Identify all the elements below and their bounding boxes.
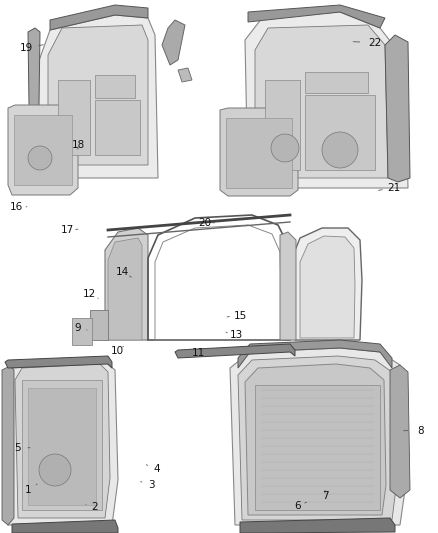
Polygon shape	[245, 12, 408, 188]
Polygon shape	[72, 318, 92, 345]
Text: 5: 5	[14, 443, 21, 453]
Text: 7: 7	[321, 491, 328, 500]
Polygon shape	[22, 380, 102, 510]
Polygon shape	[28, 28, 40, 178]
Text: 9: 9	[74, 324, 81, 333]
Polygon shape	[95, 100, 140, 155]
Circle shape	[28, 146, 52, 170]
Polygon shape	[255, 385, 380, 510]
Polygon shape	[2, 366, 14, 525]
Polygon shape	[178, 68, 192, 82]
Polygon shape	[105, 228, 148, 340]
Text: 1: 1	[25, 486, 32, 495]
Polygon shape	[15, 364, 110, 518]
Polygon shape	[162, 20, 185, 65]
Polygon shape	[175, 344, 295, 358]
Text: 19: 19	[20, 43, 33, 53]
Polygon shape	[108, 238, 142, 340]
Polygon shape	[58, 80, 90, 155]
Text: 3: 3	[148, 480, 155, 490]
Polygon shape	[390, 365, 410, 498]
Polygon shape	[14, 115, 72, 185]
Polygon shape	[32, 15, 158, 178]
Circle shape	[322, 132, 358, 168]
Text: 4: 4	[153, 464, 160, 474]
Polygon shape	[245, 364, 386, 515]
Text: 10: 10	[111, 346, 124, 356]
Polygon shape	[300, 236, 355, 338]
Polygon shape	[12, 520, 118, 533]
Polygon shape	[385, 35, 410, 182]
Circle shape	[271, 134, 299, 162]
Text: 22: 22	[368, 38, 381, 47]
Text: 21: 21	[388, 183, 401, 192]
Polygon shape	[226, 118, 292, 188]
Polygon shape	[265, 80, 300, 170]
Circle shape	[39, 454, 71, 486]
Text: 13: 13	[230, 330, 243, 340]
Text: 14: 14	[116, 267, 129, 277]
Polygon shape	[48, 25, 148, 165]
Polygon shape	[248, 5, 385, 28]
Text: 2: 2	[91, 503, 98, 512]
Text: 12: 12	[83, 289, 96, 299]
Polygon shape	[292, 228, 362, 340]
Text: 8: 8	[417, 426, 424, 435]
Text: 17: 17	[61, 225, 74, 235]
Text: 6: 6	[294, 502, 301, 511]
Polygon shape	[220, 108, 298, 196]
Polygon shape	[95, 75, 135, 98]
Text: 16: 16	[10, 202, 23, 212]
Text: 18: 18	[71, 140, 85, 150]
Text: 15: 15	[233, 311, 247, 320]
Polygon shape	[305, 95, 375, 170]
Polygon shape	[230, 348, 405, 525]
Polygon shape	[90, 310, 108, 340]
Polygon shape	[5, 362, 118, 525]
Polygon shape	[238, 356, 396, 520]
Text: 20: 20	[198, 218, 212, 228]
Polygon shape	[255, 25, 388, 178]
Polygon shape	[8, 105, 78, 195]
Polygon shape	[280, 232, 296, 340]
Text: 11: 11	[191, 348, 205, 358]
Polygon shape	[238, 340, 392, 368]
Polygon shape	[5, 356, 112, 368]
Polygon shape	[305, 72, 368, 93]
Polygon shape	[240, 518, 395, 533]
Polygon shape	[28, 388, 96, 505]
Polygon shape	[50, 5, 148, 30]
